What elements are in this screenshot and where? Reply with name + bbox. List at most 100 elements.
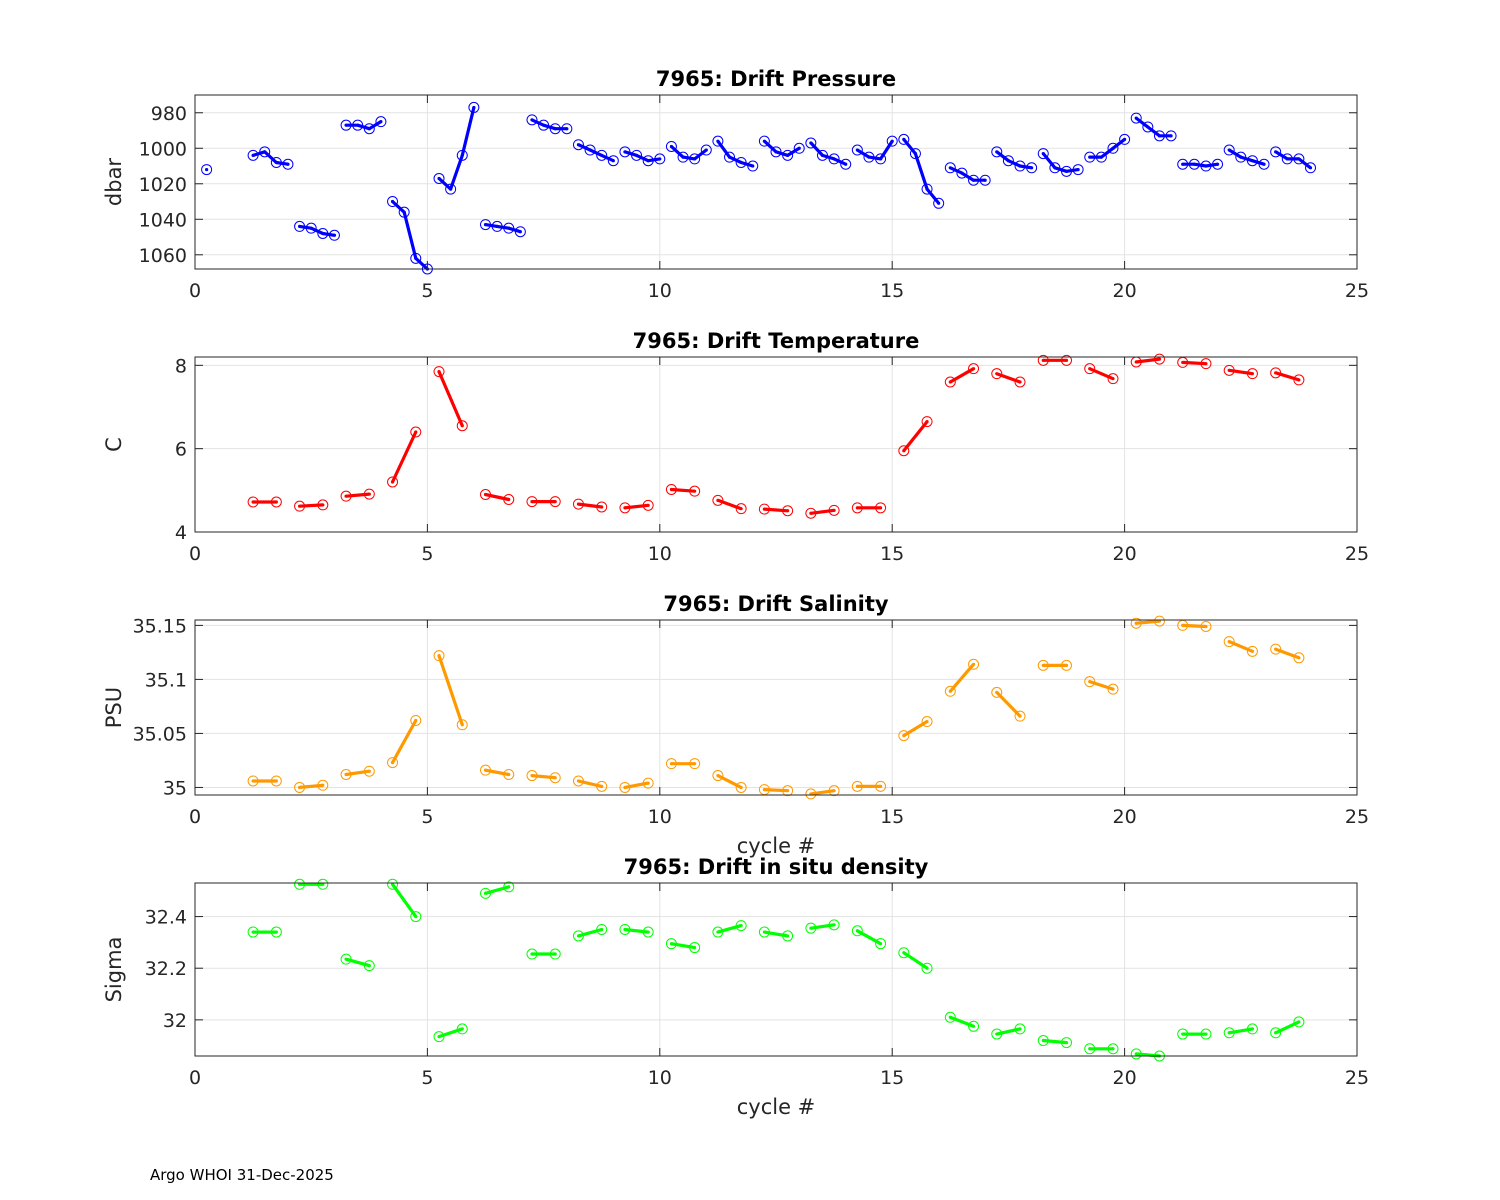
x-tick-label: 20 [1113, 1067, 1137, 1089]
data-point-dot [797, 146, 801, 150]
data-point [1223, 144, 1235, 156]
data-point-dot [1181, 360, 1185, 365]
data-point-dot [437, 654, 441, 658]
series-line [624, 927, 649, 934]
series-line [437, 107, 476, 191]
data-point [1200, 620, 1212, 632]
series-line [949, 166, 986, 182]
data-point [1084, 363, 1096, 375]
plot-area [195, 620, 1357, 795]
y-tick-label: 8 [175, 355, 187, 377]
data-point-dot [995, 150, 999, 154]
data-point-dot [669, 144, 674, 149]
plot-area [195, 357, 1357, 532]
x-tick-label: 15 [880, 806, 904, 828]
data-point-dot [437, 176, 441, 181]
data-point [828, 504, 840, 516]
data-point-dot [809, 141, 813, 145]
data-point-dot [948, 689, 952, 693]
data-point [433, 172, 445, 184]
data-point-dot [786, 789, 790, 793]
chart-panel-2: 0 5 10 15 20 25 4 6 8 7965: Drift Temperature C [102, 329, 1369, 565]
data-point-dot [751, 164, 755, 168]
data-point [735, 503, 747, 515]
data-point-dot [1297, 1020, 1301, 1024]
data-point-dot [716, 773, 720, 778]
data-point-dot [553, 499, 557, 504]
data-point-dot [530, 118, 534, 122]
chart-title: 7965: Drift Salinity [663, 592, 889, 616]
data-point [933, 197, 945, 209]
data-point [991, 368, 1003, 380]
series-line [578, 779, 603, 788]
data-point [526, 114, 538, 126]
data-point [747, 160, 759, 172]
series-line [1275, 371, 1300, 382]
data-point [456, 420, 468, 432]
data-point [875, 153, 887, 165]
data-point [619, 146, 631, 158]
data-point [596, 149, 608, 161]
series-line [345, 769, 370, 777]
data-point-dot [460, 153, 464, 157]
data-point-dot [367, 769, 371, 773]
data-point-dot [820, 153, 825, 157]
y-tick-label: 35 [163, 777, 187, 799]
series-line [346, 120, 382, 131]
series-line [856, 140, 894, 161]
data-point-dot [390, 480, 395, 484]
data-point [1014, 376, 1026, 388]
data-point [328, 229, 340, 241]
data-point-dot [902, 733, 906, 738]
data-point [1061, 659, 1072, 671]
data-point [1293, 1016, 1305, 1028]
data-point-dot [681, 155, 685, 159]
data-point-dot [576, 779, 581, 783]
series-line [810, 508, 835, 515]
data-point-dot [1064, 169, 1069, 173]
data-point [363, 488, 375, 500]
data-point-dot [553, 127, 557, 131]
series-line [809, 141, 847, 166]
series-line [1275, 647, 1300, 660]
series-line [717, 774, 742, 789]
data-point-dot [530, 773, 534, 778]
data-point-dot [925, 419, 929, 424]
data-point-dot [460, 1027, 464, 1031]
data-point [352, 119, 364, 131]
data-point [944, 685, 956, 697]
data-point-dot [1308, 166, 1313, 170]
data-point-dot [1204, 624, 1208, 629]
series-line [485, 885, 510, 895]
data-point [1212, 158, 1224, 170]
series-line [764, 930, 788, 938]
data-point [991, 686, 1003, 698]
x-tick-label: 0 [189, 1067, 201, 1089]
data-point [1084, 1043, 1096, 1055]
data-point-dot [623, 927, 627, 932]
series-line [949, 1015, 975, 1028]
data-point-dot [623, 506, 627, 510]
x-tick-label: 5 [421, 806, 433, 828]
plot-area [195, 883, 1357, 1056]
data-point [619, 923, 631, 935]
series-line [1135, 116, 1172, 138]
data-point-dot [739, 160, 743, 165]
data-point-dot [321, 503, 325, 507]
data-point [1270, 1027, 1282, 1039]
y-tick-label: 35.1 [145, 669, 187, 691]
data-point [433, 366, 445, 378]
data-point [1281, 153, 1293, 165]
data-point-dot [1204, 164, 1208, 168]
data-point-dot [507, 772, 511, 777]
data-point-dot [832, 789, 836, 793]
data-point-dot [762, 139, 766, 143]
data-point [294, 500, 306, 512]
series-line [1275, 1020, 1300, 1035]
data-point-dot [786, 934, 790, 938]
series-line [717, 498, 742, 511]
data-point [294, 878, 306, 890]
data-point [410, 426, 422, 438]
data-point-dot [367, 492, 371, 496]
